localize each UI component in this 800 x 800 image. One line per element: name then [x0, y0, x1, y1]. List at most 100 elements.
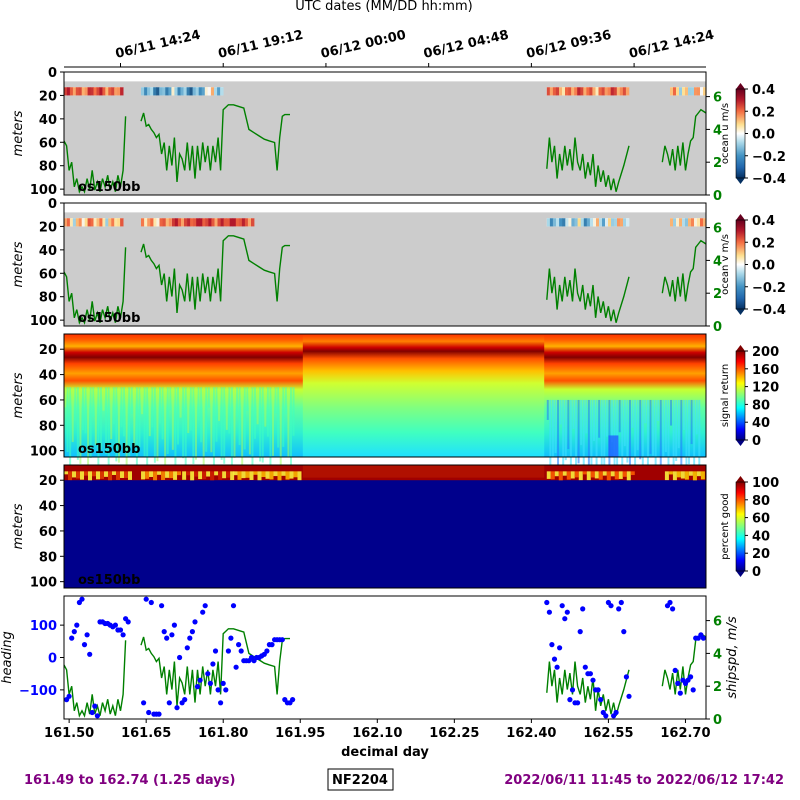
velocity-cell — [168, 87, 171, 95]
velocity-cell — [620, 87, 623, 95]
velocity-cell — [224, 218, 227, 226]
depth-tick-label: 60 — [39, 525, 57, 540]
velocity-cell — [578, 218, 582, 226]
percent-good-cell — [194, 471, 198, 476]
velocity-cell — [565, 218, 569, 226]
velocity-cell — [199, 87, 202, 95]
signal-streak — [662, 400, 664, 458]
percent-good-cell — [693, 471, 697, 480]
velocity-cell — [181, 218, 184, 226]
heading-point — [216, 687, 221, 692]
colorbar-bottom-arrow — [736, 440, 745, 446]
signal-streak — [257, 387, 259, 424]
velocity-cell — [230, 218, 233, 226]
velocity-cell — [700, 87, 703, 95]
velocity-cell — [221, 218, 224, 226]
velocity-cell — [193, 87, 196, 95]
signal-streak — [141, 387, 143, 414]
heading-point — [146, 710, 151, 715]
signal-streak — [162, 387, 164, 439]
colorbar-tick-label: 200 — [752, 345, 779, 360]
percent-good-cell — [701, 471, 705, 479]
velocity-cell — [251, 218, 254, 226]
instrument-label: os150bb — [78, 573, 140, 588]
percent-good-cell — [210, 471, 214, 480]
heading-point — [149, 600, 154, 605]
colorbar-top-arrow — [736, 345, 745, 351]
signal-streak — [637, 400, 639, 450]
heading-point — [549, 642, 554, 647]
heading-point — [156, 712, 161, 717]
velocity-cell — [691, 87, 694, 95]
velocity-cell — [175, 218, 178, 226]
velocity-cell — [76, 87, 79, 95]
percent-good-cell — [677, 471, 681, 477]
signal-streak — [290, 387, 292, 465]
signal-streak — [236, 387, 238, 417]
velocity-cell — [144, 87, 147, 95]
speed-tick-label: 4 — [713, 647, 722, 662]
heading-point — [616, 606, 621, 611]
signal-streak — [182, 387, 184, 458]
velocity-cell — [550, 87, 553, 95]
velocity-cell — [91, 218, 94, 226]
percent-good-cell — [108, 471, 112, 480]
velocity-cell — [562, 218, 566, 226]
signal-streak — [216, 387, 218, 441]
depth-tick-label: 80 — [39, 419, 57, 434]
heading-point — [557, 645, 562, 650]
percent-good-cell — [579, 471, 583, 480]
colorbar-label: ocean u m/s — [720, 103, 731, 164]
velocity-cell — [205, 87, 208, 95]
heading-point — [228, 636, 233, 641]
signal-streak — [632, 400, 634, 428]
signal-streak — [239, 387, 241, 445]
percent-good-cell — [615, 471, 619, 479]
velocity-cell — [605, 218, 608, 226]
velocity-cell — [178, 87, 181, 95]
heading-point — [164, 636, 169, 641]
depth-axis-label: meters — [11, 372, 26, 418]
percent-good-cell — [177, 471, 181, 475]
heading-point — [172, 623, 177, 628]
signal-field-transit — [303, 334, 544, 457]
heading-point — [580, 606, 585, 611]
heading-point — [141, 700, 146, 705]
signal-streak — [198, 387, 200, 420]
percent-good-cell — [607, 471, 611, 480]
depth-tick-label: 100 — [30, 445, 57, 460]
velocity-cell — [697, 218, 700, 226]
heading-point — [583, 665, 588, 670]
signal-streak — [190, 387, 192, 430]
percent-good-cell — [233, 471, 237, 475]
heading-point — [85, 632, 90, 637]
colorbar — [736, 351, 745, 440]
velocity-cell — [202, 87, 205, 95]
velocity-cell — [99, 218, 102, 226]
panel-percent-good: 20 40 60 80 100 meters 100 80 60 40 20 0 percent goo… — [11, 465, 779, 591]
velocity-cell — [599, 87, 602, 95]
speed-tick-label: 2 — [713, 680, 722, 695]
day-tick-label: 162.25 — [429, 726, 479, 741]
percent-good-cell — [141, 471, 145, 479]
velocity-cell — [586, 87, 589, 95]
heading-point — [290, 697, 295, 702]
percent-good-cell — [269, 471, 273, 479]
velocity-cell — [700, 218, 703, 226]
percent-good-cell — [186, 471, 190, 475]
velocity-cell — [596, 87, 599, 95]
velocity-cell — [159, 87, 162, 95]
heading-point — [678, 691, 683, 696]
colorbar — [736, 220, 745, 309]
heading-point — [575, 700, 580, 705]
signal-streak — [554, 400, 556, 453]
velocity-cell — [620, 218, 623, 226]
velocity-cell — [64, 87, 67, 95]
heading-point — [192, 619, 197, 624]
signal-streak — [567, 400, 569, 449]
heading-point — [190, 629, 195, 634]
velocity-cell — [685, 87, 688, 95]
velocity-cell — [211, 87, 215, 95]
heading-point — [624, 674, 629, 679]
velocity-cell — [574, 87, 577, 95]
